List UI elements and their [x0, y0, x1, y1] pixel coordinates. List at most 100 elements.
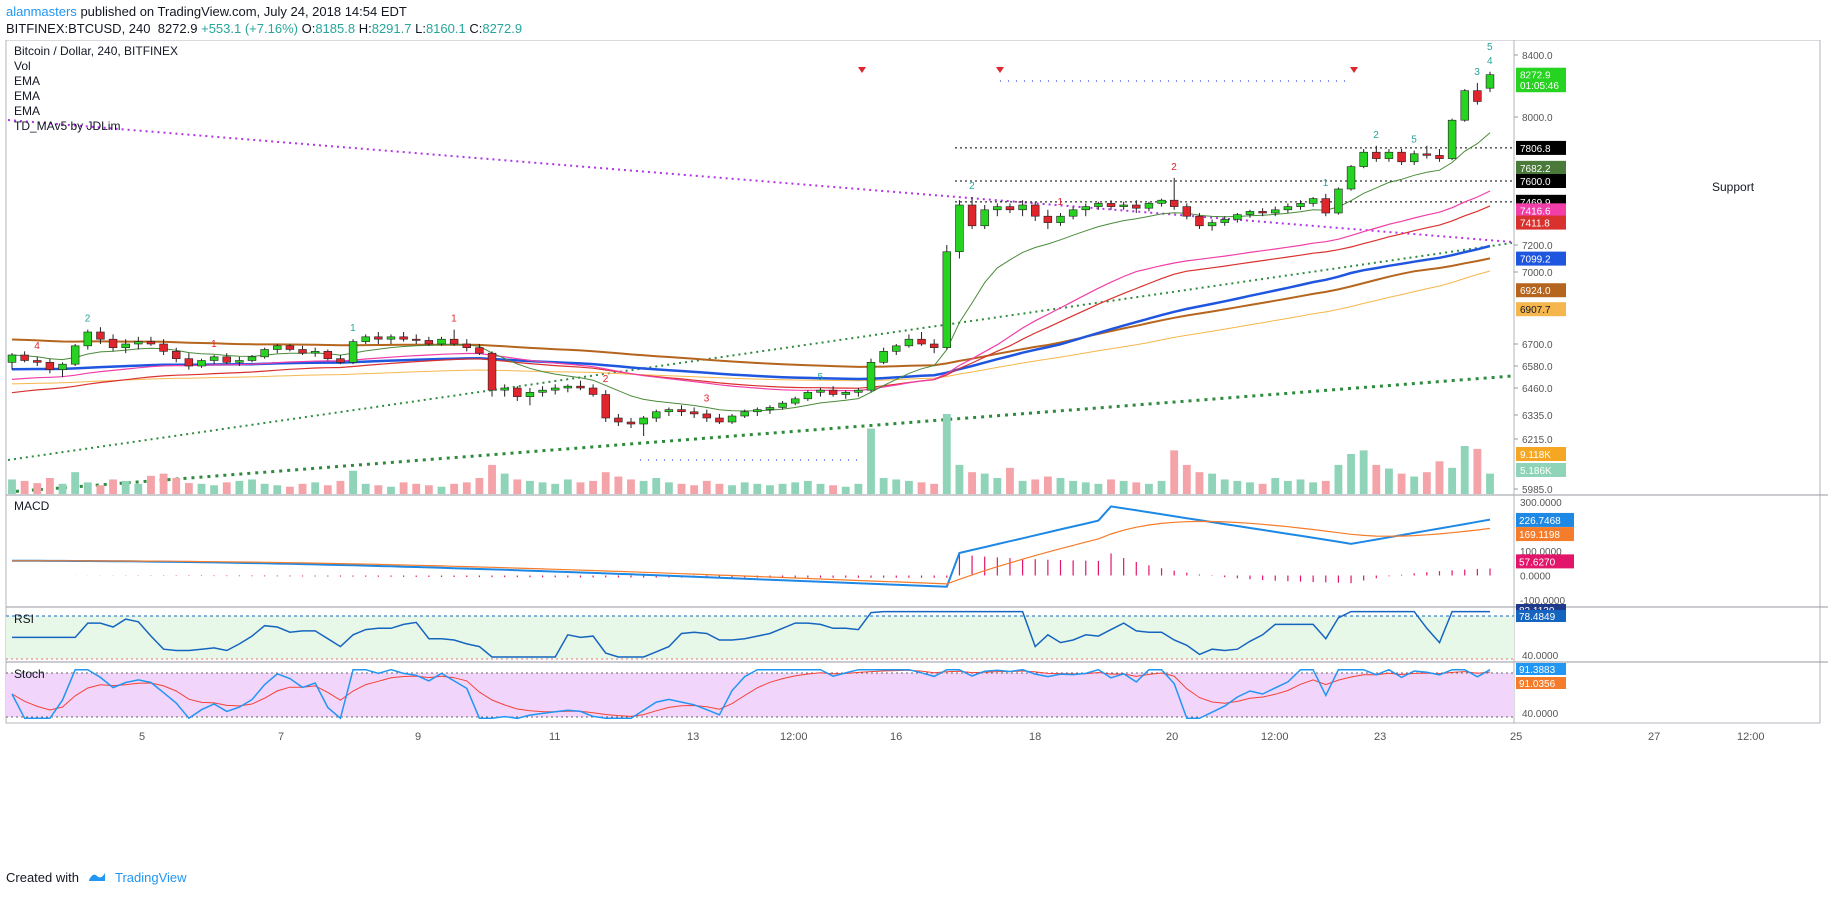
x-axis-label: 13 [687, 731, 699, 743]
candle-body [1081, 206, 1090, 211]
volume-bar [58, 483, 67, 494]
candle-body [1460, 90, 1469, 121]
candle-body [323, 351, 333, 359]
price-tick-label: 7200.0 [1522, 241, 1553, 252]
candle-body [1409, 153, 1419, 163]
created-with-text: Created with [6, 870, 79, 885]
x-axis-label: 23 [1374, 731, 1386, 743]
rsi-line [12, 610, 1490, 658]
price-label: 6907.7 [1520, 305, 1551, 316]
stoch-d-line [11, 669, 1491, 717]
td-count-marker: 1 [1323, 178, 1329, 189]
publish-info: alanmasters published on TradingView.com… [6, 4, 407, 19]
candle-body [1346, 166, 1356, 190]
ema-blue-line [11, 244, 1491, 381]
volume-bar [1220, 479, 1229, 494]
volume-bar [462, 482, 471, 494]
volume-bar [109, 479, 117, 494]
volume-bar [1233, 480, 1242, 494]
candle-body [247, 356, 257, 361]
candle-body [260, 349, 269, 358]
price-tick-label: 6580.0 [1522, 362, 1553, 373]
candle-body [1119, 204, 1128, 207]
volume-bar [551, 483, 560, 494]
volume-bar [1385, 468, 1393, 494]
macd-value: 57.6270 [1519, 557, 1556, 568]
volume-bar [652, 478, 661, 494]
ema-brown-line [11, 257, 1491, 368]
volume-bar [1486, 473, 1494, 494]
candle-body [209, 356, 219, 361]
macd-value-bg [1516, 554, 1574, 569]
candle-body [1397, 151, 1406, 163]
green-trendline-lower [7, 374, 1513, 494]
candle-body [626, 421, 636, 425]
volume-bar [1473, 448, 1482, 494]
volume-bar [614, 476, 623, 494]
volume-bar [677, 483, 686, 494]
candle-body [412, 338, 421, 341]
author-link[interactable]: alanmasters [6, 4, 77, 19]
td-count-marker: 4 [34, 341, 40, 352]
volume-bar [361, 483, 370, 494]
price-chart[interactable]: 8400.0 8000.0 7200.0 7000.0 6700.0 6580.0 6460… [0, 40, 1828, 866]
macd-axis-label: 100.0000 [1520, 547, 1562, 558]
volume-bar [526, 480, 534, 494]
candle-body [33, 360, 42, 363]
candle-body [1296, 203, 1305, 207]
x-axis-label: 9 [415, 731, 421, 743]
volume-bar [1157, 480, 1166, 494]
green-trendline [7, 242, 1513, 461]
candle-body [20, 354, 29, 361]
volume-bar [627, 479, 635, 494]
candle-body [1106, 203, 1116, 207]
volume-bar [1460, 446, 1469, 494]
price-label: 7416.6 [1520, 206, 1551, 217]
rsi-value-bg [1516, 610, 1566, 622]
rsi-label: RSI [14, 612, 34, 626]
price-change: +553.1 (+7.16%) [201, 21, 298, 36]
volume-bar [993, 478, 1002, 494]
candle-body [588, 387, 598, 395]
symbol-label: BITFINEX:BTCUSD, 240 [6, 21, 151, 36]
candle-body [1473, 90, 1482, 102]
volume-bar [968, 472, 976, 494]
candle-body [1308, 198, 1318, 204]
volume-bar [1321, 480, 1330, 494]
stoch-band [6, 673, 1514, 717]
price-tick-label: 8000.0 [1522, 113, 1553, 124]
candle-body [1144, 203, 1154, 209]
candle-body [1435, 155, 1444, 159]
candle-body [146, 341, 156, 345]
volume-label: 9.118K [1520, 450, 1551, 461]
volume-bar [980, 473, 989, 494]
candle-body [563, 385, 573, 389]
td-count-marker: 2 [1373, 130, 1379, 141]
volume-bar [841, 486, 850, 494]
legend-item: TD_MAv5 by JDLim [14, 119, 120, 133]
td-count-marker: 2 [603, 374, 609, 385]
support-label: Support [1712, 180, 1755, 194]
price-tick-label: 6335.0 [1522, 411, 1553, 422]
volume-bar [1069, 480, 1078, 494]
candle-body [70, 345, 80, 365]
volume-bar [248, 479, 256, 494]
volume-bar [1182, 464, 1191, 494]
last-price: 8272.9 [157, 21, 198, 36]
price-label-bg [1516, 174, 1566, 188]
candle-body [449, 338, 459, 345]
volume-bar [450, 483, 459, 494]
volume-bar [1246, 482, 1254, 494]
candle-body [702, 413, 712, 419]
tradingview-logo-icon [87, 870, 107, 885]
volume-bar [791, 482, 800, 494]
volume-bar [1043, 476, 1052, 494]
candle-body [222, 356, 231, 363]
volume-bar [1296, 479, 1305, 494]
candle-body [727, 415, 737, 423]
stoch-label: Stoch [14, 667, 45, 681]
candle-body [715, 417, 724, 423]
volume-bar [601, 472, 610, 494]
tradingview-link[interactable]: TradingView [114, 870, 187, 885]
candle-body [816, 389, 825, 393]
